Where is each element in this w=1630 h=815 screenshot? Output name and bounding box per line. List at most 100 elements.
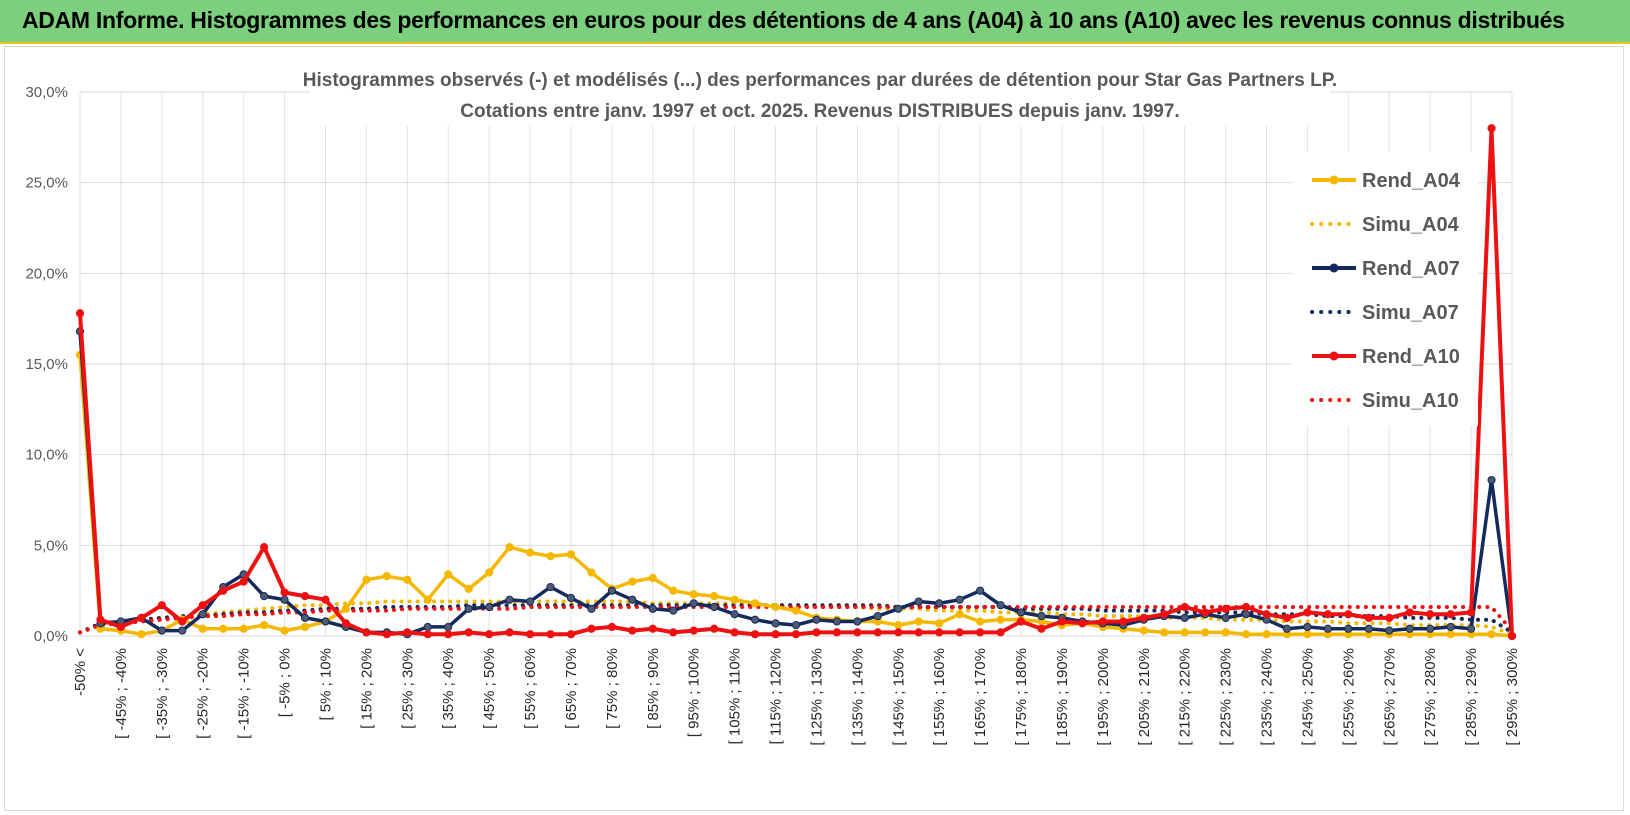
x-tick-label: [ 275% ; 280% [1422,648,1439,746]
data-point-rend_a10 [894,628,903,637]
data-point-rend_a04 [935,619,944,628]
data-point-rend_a10 [710,624,719,633]
data-point-rend_a07 [894,604,903,613]
data-point-rend_a07 [260,592,269,601]
data-point-rend_a07 [1446,622,1455,632]
x-tick-label: [ 65% ; 70% [563,648,580,729]
data-point-rend_a10 [157,601,166,610]
data-point-rend_a07 [1426,624,1435,633]
legend-label-rend_a10: Rend_A10 [1362,346,1460,368]
x-tick-label: -50% < [72,648,89,696]
data-point-rend_a10 [137,613,146,622]
x-tick-label: [ 45% ; 50% [481,648,498,729]
data-point-rend_a04 [689,590,698,599]
data-point-rend_a10 [198,601,207,610]
data-point-rend_a07 [628,595,637,604]
data-point-rend_a10 [914,628,923,637]
data-point-rend_a04 [300,622,310,632]
data-point-rend_a04 [587,568,596,577]
data-point-rend_a10 [1385,613,1394,622]
x-tick-label: [ 215% ; 220% [1177,648,1194,746]
x-tick-label: [ 235% ; 240% [1259,648,1276,746]
data-point-rend_a07 [546,582,555,592]
data-point-rend_a10 [219,586,228,595]
data-point-rend_a10 [566,630,576,639]
data-point-rend_a10 [1507,631,1517,641]
x-tick-label: [ 195% ; 200% [1095,648,1112,746]
y-tick-label: 20,0% [25,265,68,282]
data-point-rend_a10 [1446,610,1455,619]
data-point-rend_a04 [1241,630,1251,639]
x-tick-label: [ 245% ; 250% [1299,648,1316,746]
data-point-rend_a07 [1364,624,1373,633]
x-tick-label: [ 165% ; 170% [972,648,989,746]
x-tick-label: [ -15% ; -10% [236,648,253,739]
data-point-rend_a10 [1323,610,1332,619]
x-tick-label: [ -45% ; -40% [113,648,130,739]
x-tick-label: [ 155% ; 160% [931,648,948,746]
x-tick-label: [ 205% ; 210% [1136,648,1153,746]
data-point-rend_a07 [1180,613,1189,622]
data-point-rend_a10 [1016,617,1026,626]
data-point-rend_a04 [1303,630,1312,639]
legend-marker-rend_a04 [1329,175,1339,185]
y-axis-ticks: 0,0% 5,0% 10,0% 15,0% 20,0% 25,0% 30,0% [25,84,68,645]
x-tick-label: [ 285% ; 290% [1463,648,1480,746]
data-point-rend_a07 [587,604,596,613]
legend-label-rend_a04: Rend_A04 [1362,170,1461,192]
y-tick-label: 15,0% [25,356,68,373]
data-point-rend_a10 [382,630,391,639]
data-point-rend_a07 [321,617,330,626]
data-point-rend_a10 [1303,608,1312,617]
data-point-rend_a04 [1180,628,1189,637]
data-point-rend_a07 [648,604,657,613]
data-point-rend_a10 [1487,124,1496,133]
data-point-rend_a07 [198,610,207,619]
x-tick-label: [ 35% ; 40% [440,648,457,729]
data-point-rend_a10 [1405,608,1414,617]
data-point-rend_a07 [935,599,944,608]
data-point-rend_a10 [669,628,678,637]
data-point-rend_a07 [996,601,1005,610]
x-tick-label: [ -5% ; 0% [277,648,294,717]
data-point-rend_a07 [730,610,739,619]
x-tick-label: [ 115% ; 120% [768,648,785,744]
legend-label-simu_a07: Simu_A07 [1362,302,1459,324]
data-point-rend_a10 [832,628,842,637]
x-tick-label: [ 135% ; 140% [849,648,866,746]
legend-label-simu_a10: Simu_A10 [1362,390,1459,412]
data-point-rend_a10 [1180,602,1189,612]
data-point-rend_a07 [1344,624,1353,633]
data-point-rend_a07 [873,611,882,621]
data-point-rend_a10 [1344,610,1353,619]
data-point-rend_a04 [710,592,719,601]
data-point-rend_a10 [1221,604,1230,613]
data-point-rend_a07 [300,613,310,622]
legend-label-simu_a04: Simu_A04 [1362,214,1460,236]
data-point-rend_a10 [1364,613,1373,622]
data-point-rend_a04 [1160,628,1169,637]
data-point-rend_a04 [444,570,453,579]
data-point-rend_a10 [1160,610,1169,619]
data-point-rend_a07 [1323,624,1332,633]
data-point-rend_a10 [791,630,801,639]
data-point-rend_a07 [1221,613,1230,622]
data-point-rend_a07 [1241,610,1251,619]
data-point-rend_a10 [423,630,432,639]
data-point-rend_a04 [1446,630,1455,639]
data-point-rend_a04 [1201,628,1210,637]
x-tick-label: [ 95% ; 100% [686,648,703,737]
x-tick-label: [ 15% ; 20% [358,648,375,729]
x-tick-label: [ 185% ; 190% [1054,648,1071,746]
data-point-rend_a04 [464,584,473,593]
chart-title-background [310,62,1330,126]
data-point-rend_a04 [239,624,248,633]
data-point-rend_a04 [525,548,535,557]
x-tick-label: [ 145% ; 150% [890,648,907,746]
data-point-rend_a04 [771,602,780,612]
y-tick-label: 30,0% [25,84,68,101]
data-point-rend_a10 [464,628,473,637]
data-point-rend_a10 [607,622,616,632]
data-point-rend_a04 [730,595,739,604]
legend-marker-rend_a10 [1329,351,1339,361]
